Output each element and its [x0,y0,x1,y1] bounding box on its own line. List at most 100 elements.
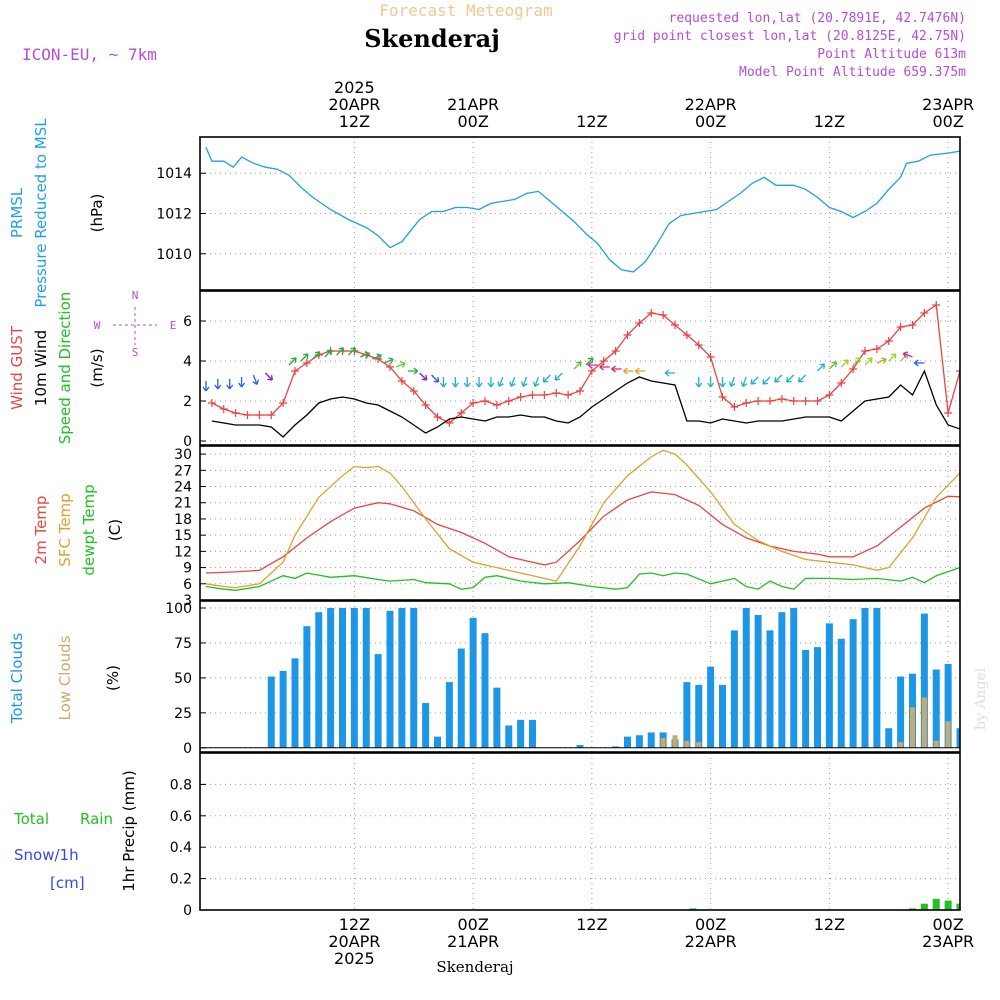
gust-marker [611,347,620,355]
panel-label: Speed and Direction [56,292,74,445]
bottom-time-label: 12Z [339,915,370,934]
bottom-time-label: 12Z [814,915,845,934]
panel-label: dewpt Temp [80,484,98,575]
bar-total-clouds [457,648,465,748]
bar-total-clouds [647,732,655,748]
panel-label: Pressure Reduced to MSL [32,118,50,308]
wind-arrow [439,377,447,388]
gust-marker [944,409,953,417]
wind-arrow [828,361,838,370]
bar-total-clouds [410,607,418,748]
bar-total-clouds [754,614,762,748]
bar-total-clouds [374,654,382,748]
gust-marker [267,411,276,419]
bar-total-rain [932,899,940,910]
bar-total-rain [944,900,952,910]
panel-label: Total [13,810,49,828]
y-tick-label: 4 [183,354,192,370]
footer-station: Skenderaj [436,958,513,976]
gust-marker [896,323,905,331]
bar-total-clouds [327,607,335,748]
panel-label: [cm] [50,874,85,892]
wind-arrow [475,377,483,388]
y-tick-label: 0 [183,741,192,757]
gust-marker [694,341,703,349]
gust-marker [207,399,216,407]
wind-arrow [336,347,345,356]
panel-label: 1hr Precip (mm) [120,770,138,891]
bar-total-clouds [920,613,928,748]
bottom-time-label: 23APR [922,932,974,951]
y-tick-label: 0.2 [170,872,192,888]
bottom-time-label: 00Z [695,915,726,934]
wind-arrow [521,376,528,387]
y-tick-label: 0 [183,903,192,919]
bar-total-rain [920,903,928,910]
bottom-time-label: 21APR [447,932,499,951]
gust-marker [635,319,644,327]
bar-total-clouds [339,607,346,748]
panel-clouds: 0 25 50 75 100 Total Clouds Low Clouds (%) [8,600,961,757]
y-tick-label: 24 [174,480,192,496]
bar-total-clouds [778,612,786,748]
wind-arrow [532,376,540,387]
gust-marker [516,393,525,401]
wind-arrow [214,379,222,390]
gust-marker [433,413,442,421]
y-tick-label: 0.6 [170,809,192,825]
gust-marker [528,391,537,399]
bar-total-clouds [932,669,940,748]
plot-area [200,607,960,749]
gust-marker [504,397,513,405]
gust-marker [742,399,751,407]
bar-total-clouds [814,647,821,748]
bar-total-clouds [730,630,738,748]
wind-arrow [852,357,861,366]
bar-total-clouds [612,746,620,748]
wind-arrow [371,353,382,360]
bar-total-clouds [683,682,691,748]
wind-arrow [587,361,598,369]
bar-total-clouds [944,663,952,748]
panel-label: PRMSL [8,187,26,238]
panel-label: (hPa) [88,194,106,233]
gust-marker [291,367,299,375]
wind-arrow [959,380,960,381]
gust-marker [492,401,501,409]
gust-marker [801,397,810,405]
wind-arrow [509,376,516,387]
gust-marker [279,399,288,407]
bar-total-clouds [885,728,893,748]
y-tick-label: 0.4 [170,840,192,856]
y-tick-label: 30 [174,447,192,463]
panel-label: Rain [80,810,113,828]
bar-total-clouds [790,607,798,748]
wind-arrow [542,374,551,383]
watermark: by Angel [973,667,989,730]
gust-marker [730,403,739,411]
y-tick-label: 0 [183,434,192,450]
y-tick-label: 27 [174,463,192,479]
wind-arrow [395,361,406,368]
bar-total-clouds [398,607,406,748]
wind-arrow [707,377,715,388]
compass-letter: E [170,319,177,332]
wind-arrow [324,349,333,358]
bar-total-clouds [624,736,631,748]
bar-total-clouds [350,607,358,748]
wind-arrow [623,367,634,375]
line-dewpt-temp [205,566,960,591]
gust-marker [884,337,893,345]
gust-marker [302,359,311,367]
wind-arrow [238,377,246,388]
bar-low-clouds [660,738,666,748]
bar-total-clouds [469,617,477,748]
bar-total-clouds [279,670,287,748]
bar-total-clouds [695,684,703,748]
bar-total-clouds [576,745,584,748]
gust-marker [219,405,228,413]
bar-total-clouds [707,666,715,748]
wind-arrow [360,351,371,358]
panel-label: 10m Wind [32,330,50,406]
